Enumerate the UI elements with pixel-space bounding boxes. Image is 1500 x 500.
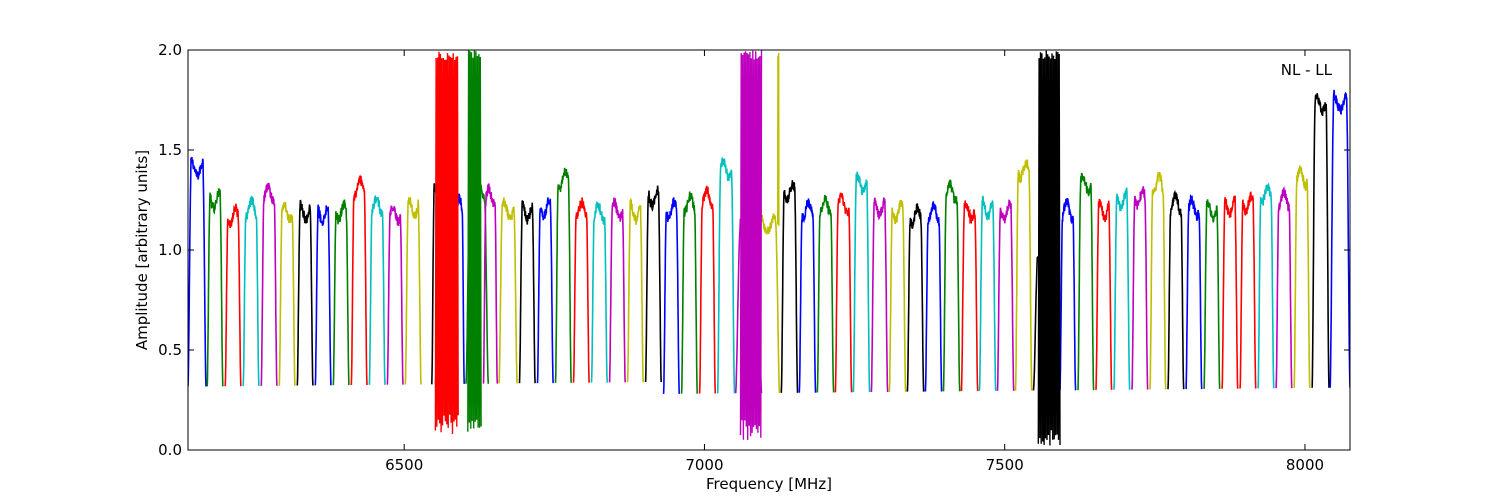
spectral-window-62: [1293, 165, 1311, 389]
spectral-window-47: [1014, 159, 1033, 391]
x-axis-label: Frequency [MHz]: [706, 475, 832, 493]
spectral-window-43: [942, 179, 961, 392]
spectral-window-53: [1131, 186, 1149, 390]
spectral-window-38: [852, 171, 871, 393]
y-tick-label-1: 0.5: [158, 341, 182, 359]
spectral-window-56: [1185, 194, 1203, 390]
spectral-window-1: [188, 156, 207, 387]
spectral-window-20: [518, 200, 536, 384]
spectral-window-46: [996, 199, 1015, 391]
annotation-label: NL - LL: [1281, 61, 1333, 79]
spectral-window-44: [960, 200, 979, 392]
spectral-window-4: [242, 195, 260, 387]
y-tick-label-0: 0.0: [158, 441, 182, 459]
spectral-window-28: [662, 197, 680, 394]
spectral-window-50: [1077, 172, 1095, 391]
spectral-window-7: [296, 199, 314, 386]
spectral-window-45: [978, 195, 997, 391]
spectral-window-41: [906, 203, 925, 392]
rfi-spike-2: [467, 50, 482, 432]
spectral-window-24: [590, 200, 608, 383]
rfi-spike-1: [434, 51, 459, 435]
spectral-window-18: [482, 183, 499, 384]
spectral-window-13: [404, 197, 422, 385]
rfi-spike-3: [739, 50, 763, 440]
spectral-window-30: [698, 185, 717, 394]
y-tick-label-2: 1.0: [158, 241, 182, 259]
spectral-window-11: [368, 194, 386, 385]
spectral-window-51: [1095, 198, 1113, 390]
spectral-window-37: [834, 192, 853, 393]
rfi-spike-5: [1037, 50, 1061, 446]
spectral-window-23: [572, 197, 590, 383]
spectral-window-64: [1329, 89, 1350, 388]
spectral-window-3: [224, 203, 242, 387]
spectral-window-31: [716, 156, 736, 394]
spectral-window-36: [816, 194, 835, 393]
spectral-window-59: [1239, 191, 1257, 389]
spectral-window-58: [1221, 195, 1239, 389]
x-tick-label-6500: 6500: [385, 456, 423, 474]
spectral-window-27: [644, 185, 662, 383]
spectral-window-40: [888, 199, 907, 392]
y-axis-label: Amplitude [arbitrary units]: [133, 150, 151, 350]
x-tick-label-7500: 7500: [986, 456, 1024, 474]
spectral-window-49: [1059, 197, 1077, 391]
spectral-window-21: [536, 197, 554, 384]
series-layer: [188, 50, 1350, 446]
spectral-window-42: [924, 201, 943, 392]
spectral-window-8: [314, 204, 332, 386]
spectral-window-26: [626, 197, 644, 383]
spectral-window-54: [1149, 172, 1167, 390]
spectral-window-29: [680, 191, 698, 394]
spectral-window-22: [554, 167, 572, 383]
spectral-window-35: [798, 198, 817, 393]
spectral-window-25: [608, 197, 626, 383]
y-tick-label-4: 2.0: [158, 41, 182, 59]
spectral-window-2: [206, 188, 224, 387]
spectral-window-34: [780, 180, 799, 393]
spectral-window-55: [1167, 189, 1185, 390]
spectral-window-57: [1203, 199, 1221, 389]
tick-layer: 6500 7000 7500 8000 0.0 0.5 1.0 1.5 2.0: [158, 41, 1350, 474]
spectral-window-39: [870, 197, 889, 393]
spectral-window-60: [1257, 182, 1275, 389]
spectral-window-9: [332, 199, 350, 386]
spectral-window-12: [386, 205, 404, 385]
x-tick-label-7000: 7000: [685, 456, 723, 474]
spectral-window-6: [278, 201, 296, 386]
spectral-window-63: [1311, 93, 1330, 388]
spectral-window-52: [1113, 187, 1131, 390]
y-tick-label-3: 1.5: [158, 141, 182, 159]
rfi-spike-4: [777, 52, 780, 227]
spectral-window-61: [1275, 186, 1293, 389]
spectral-window-19: [498, 197, 518, 384]
spectral-window-5: [260, 182, 278, 386]
x-tick-label-8000: 8000: [1286, 456, 1324, 474]
spectral-window-10: [350, 174, 368, 386]
